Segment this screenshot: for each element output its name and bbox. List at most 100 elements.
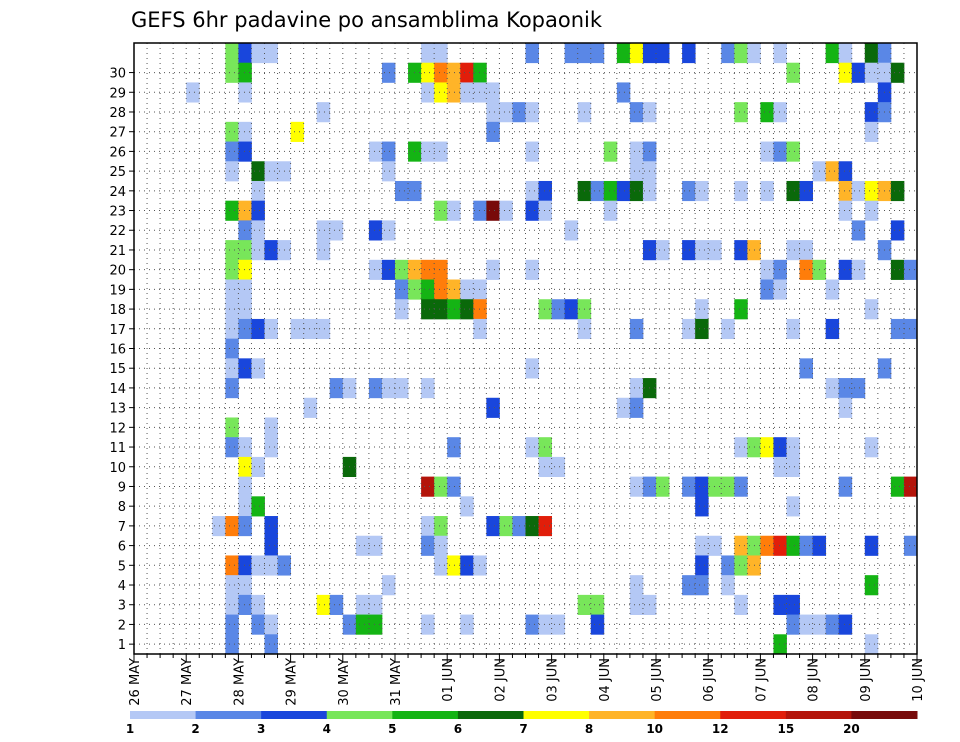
heatmap-cell bbox=[434, 279, 448, 300]
heatmap-cell bbox=[682, 43, 696, 64]
heatmap-cell bbox=[864, 102, 879, 123]
heatmap-cell bbox=[525, 180, 539, 202]
legend-swatch bbox=[523, 711, 590, 719]
heatmap-cell bbox=[786, 437, 800, 458]
heatmap-cell bbox=[525, 43, 539, 64]
heatmap-cell bbox=[838, 378, 853, 399]
heatmap-cell bbox=[695, 575, 709, 596]
heatmap-cell bbox=[395, 378, 409, 399]
heatmap-cell bbox=[760, 180, 774, 202]
heatmap-cell bbox=[760, 259, 774, 280]
y-tick-label: 14 bbox=[109, 382, 126, 397]
heatmap-cell bbox=[434, 535, 448, 556]
heatmap-cell bbox=[577, 43, 592, 64]
y-tick-label: 19 bbox=[109, 283, 126, 298]
heatmap-cell bbox=[421, 299, 435, 320]
heatmap-cell bbox=[251, 318, 265, 340]
heatmap-cell bbox=[486, 200, 500, 221]
heatmap-cell bbox=[734, 102, 748, 123]
heatmap-cell bbox=[381, 141, 396, 162]
y-tick-label: 6 bbox=[118, 540, 126, 555]
heatmap-cell bbox=[760, 437, 774, 458]
heatmap-cell bbox=[656, 43, 670, 64]
heatmap-cell bbox=[838, 397, 853, 418]
heatmap-cell bbox=[225, 338, 239, 359]
heatmap-cell bbox=[316, 102, 331, 123]
x-tick-label: 29 MAY bbox=[285, 658, 300, 706]
heatmap-cell bbox=[629, 594, 644, 615]
heatmap-cell bbox=[225, 240, 239, 261]
heatmap-cell bbox=[251, 180, 265, 202]
heatmap-cell bbox=[421, 259, 435, 280]
heatmap-cell bbox=[786, 318, 800, 340]
legend-label: 2 bbox=[191, 722, 199, 736]
heatmap-cell bbox=[838, 62, 853, 83]
heatmap-cell bbox=[225, 141, 239, 162]
heatmap-cell bbox=[799, 535, 813, 556]
heatmap-cell bbox=[303, 318, 318, 340]
y-tick-label: 1 bbox=[118, 638, 126, 653]
heatmap-cell bbox=[238, 259, 252, 280]
heatmap-cell bbox=[329, 378, 344, 399]
heatmap-cell bbox=[616, 397, 631, 418]
heatmap-cell bbox=[629, 378, 644, 399]
heatmap-cell bbox=[629, 575, 644, 596]
heatmap-cell bbox=[590, 614, 605, 635]
heatmap-cell bbox=[264, 240, 278, 261]
y-tick-label: 25 bbox=[109, 165, 126, 180]
heatmap-cell bbox=[225, 200, 239, 221]
heatmap-cell bbox=[447, 279, 461, 300]
heatmap-cell bbox=[238, 121, 252, 142]
heatmap-cell bbox=[225, 437, 239, 458]
heatmap-cell bbox=[538, 437, 552, 458]
heatmap-cell bbox=[590, 594, 605, 615]
heatmap-cell bbox=[486, 121, 500, 142]
heatmap-cell bbox=[682, 180, 696, 202]
heatmap-cell bbox=[460, 496, 474, 517]
heatmap-cell bbox=[629, 318, 644, 340]
heatmap-cell bbox=[238, 318, 252, 340]
heatmap-cell bbox=[395, 180, 409, 202]
heatmap-cell bbox=[303, 397, 318, 418]
heatmap-cell bbox=[329, 594, 344, 615]
heatmap-cell bbox=[695, 496, 709, 517]
heatmap-cell bbox=[447, 62, 461, 83]
heatmap-cell bbox=[421, 141, 435, 162]
heatmap-cell bbox=[564, 43, 579, 64]
heatmap-cell bbox=[225, 121, 239, 142]
heatmap-cell bbox=[316, 318, 331, 340]
y-tick-label: 20 bbox=[109, 264, 126, 279]
heatmap-cell bbox=[734, 240, 748, 261]
heatmap-cell bbox=[682, 476, 696, 497]
heatmap-cell bbox=[225, 516, 239, 537]
heatmap-cell bbox=[734, 180, 748, 202]
heatmap-cell bbox=[434, 516, 448, 537]
heatmap-cell bbox=[421, 82, 435, 103]
heatmap-cell bbox=[264, 161, 278, 182]
heatmap-cell bbox=[799, 614, 813, 635]
heatmap-cell bbox=[760, 102, 774, 123]
heatmap-cell bbox=[838, 259, 853, 280]
y-tick-label: 11 bbox=[109, 441, 126, 456]
heatmap-cell bbox=[251, 43, 265, 64]
heatmap-cell bbox=[734, 594, 748, 615]
heatmap-cell bbox=[734, 555, 748, 576]
heatmap-cell bbox=[682, 318, 696, 340]
y-tick-label: 10 bbox=[109, 461, 126, 476]
heatmap-cell bbox=[538, 200, 552, 221]
heatmap-cell bbox=[525, 614, 539, 635]
heatmap-cell bbox=[825, 43, 840, 64]
heatmap-cell bbox=[864, 575, 879, 596]
heatmap-cell bbox=[825, 318, 840, 340]
heatmap-cell bbox=[760, 535, 774, 556]
heatmap-cell bbox=[264, 516, 278, 537]
y-tick-label: 4 bbox=[118, 579, 126, 594]
x-tick-label: 10 JUN bbox=[911, 658, 926, 702]
heatmap-cell bbox=[368, 594, 383, 615]
heatmap-cell bbox=[238, 358, 252, 379]
heatmap-cell bbox=[186, 82, 200, 103]
heatmap-cell bbox=[903, 318, 918, 340]
heatmap-cell bbox=[381, 220, 396, 241]
heatmap-cell bbox=[721, 43, 735, 64]
